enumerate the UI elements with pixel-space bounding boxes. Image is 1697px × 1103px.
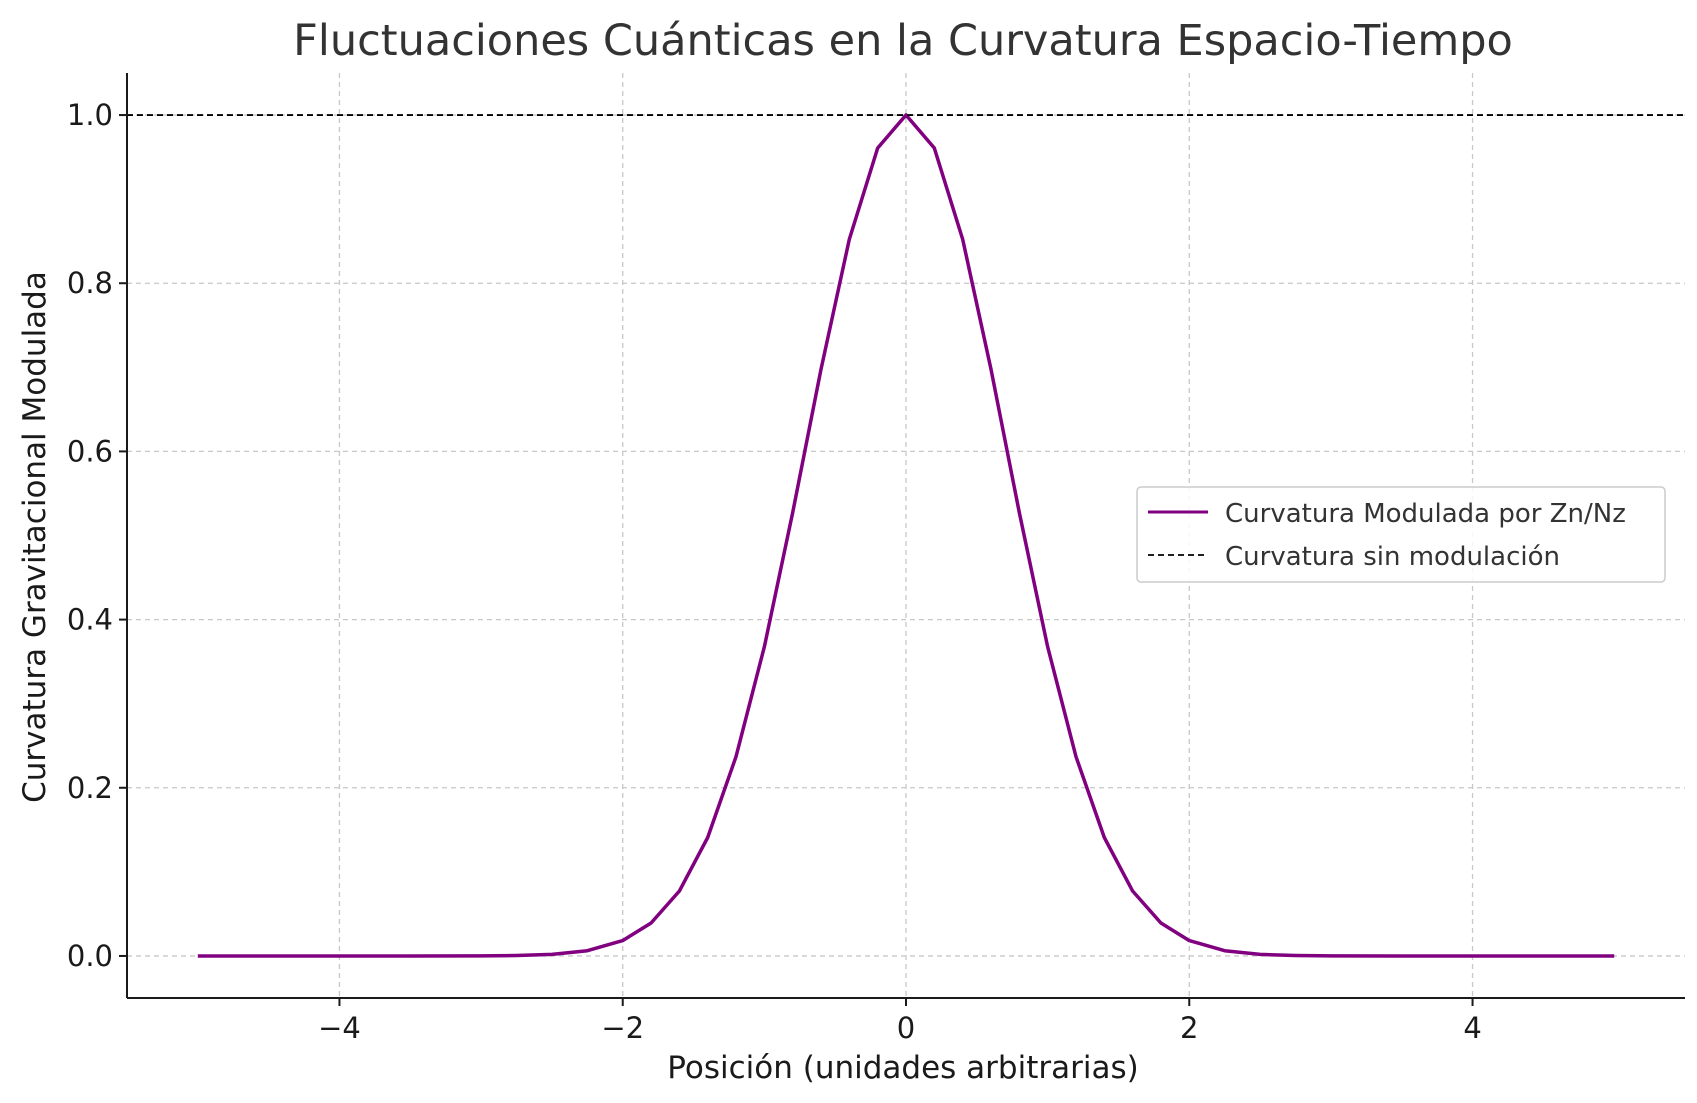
y-tick-label-3: 0.6	[67, 434, 113, 468]
y-tick-label-1: 0.2	[67, 771, 113, 805]
x-tick-label-1: −2	[601, 1011, 644, 1045]
legend-label-modulated: Curvatura Modulada por Zn/Nz	[1225, 499, 1626, 529]
y-tick-label-0: 0.0	[67, 939, 113, 973]
legend-label-unmodulated: Curvatura sin modulación	[1225, 542, 1560, 572]
y-axis-label: Curvatura Gravitacional Modulada	[17, 271, 53, 803]
y-tick-label-5: 1.0	[67, 98, 113, 132]
x-tick-label-0: −4	[318, 1011, 361, 1045]
chart-title: Fluctuaciones Cuánticas en la Curvatura …	[293, 16, 1513, 66]
legend-box	[1136, 486, 1666, 583]
x-tick-label-4: 4	[1463, 1011, 1481, 1045]
y-tick-label-4: 0.8	[67, 266, 113, 300]
plot-series	[127, 113, 1685, 958]
x-axis-label: Posición (unidades arbitrarias)	[667, 1050, 1138, 1086]
series-line-0	[197, 113, 1615, 958]
y-tick-label-2: 0.4	[67, 603, 113, 637]
x-tick-label-3: 2	[1180, 1011, 1198, 1045]
legend: Curvatura Modulada por Zn/Nz Curvatura s…	[1136, 486, 1666, 583]
x-tick-label-2: 0	[897, 1011, 915, 1045]
ticks: −4 −2 0 2 4 0.0 0.2 0.4 0.6 0.8 1.0	[67, 98, 1482, 1045]
